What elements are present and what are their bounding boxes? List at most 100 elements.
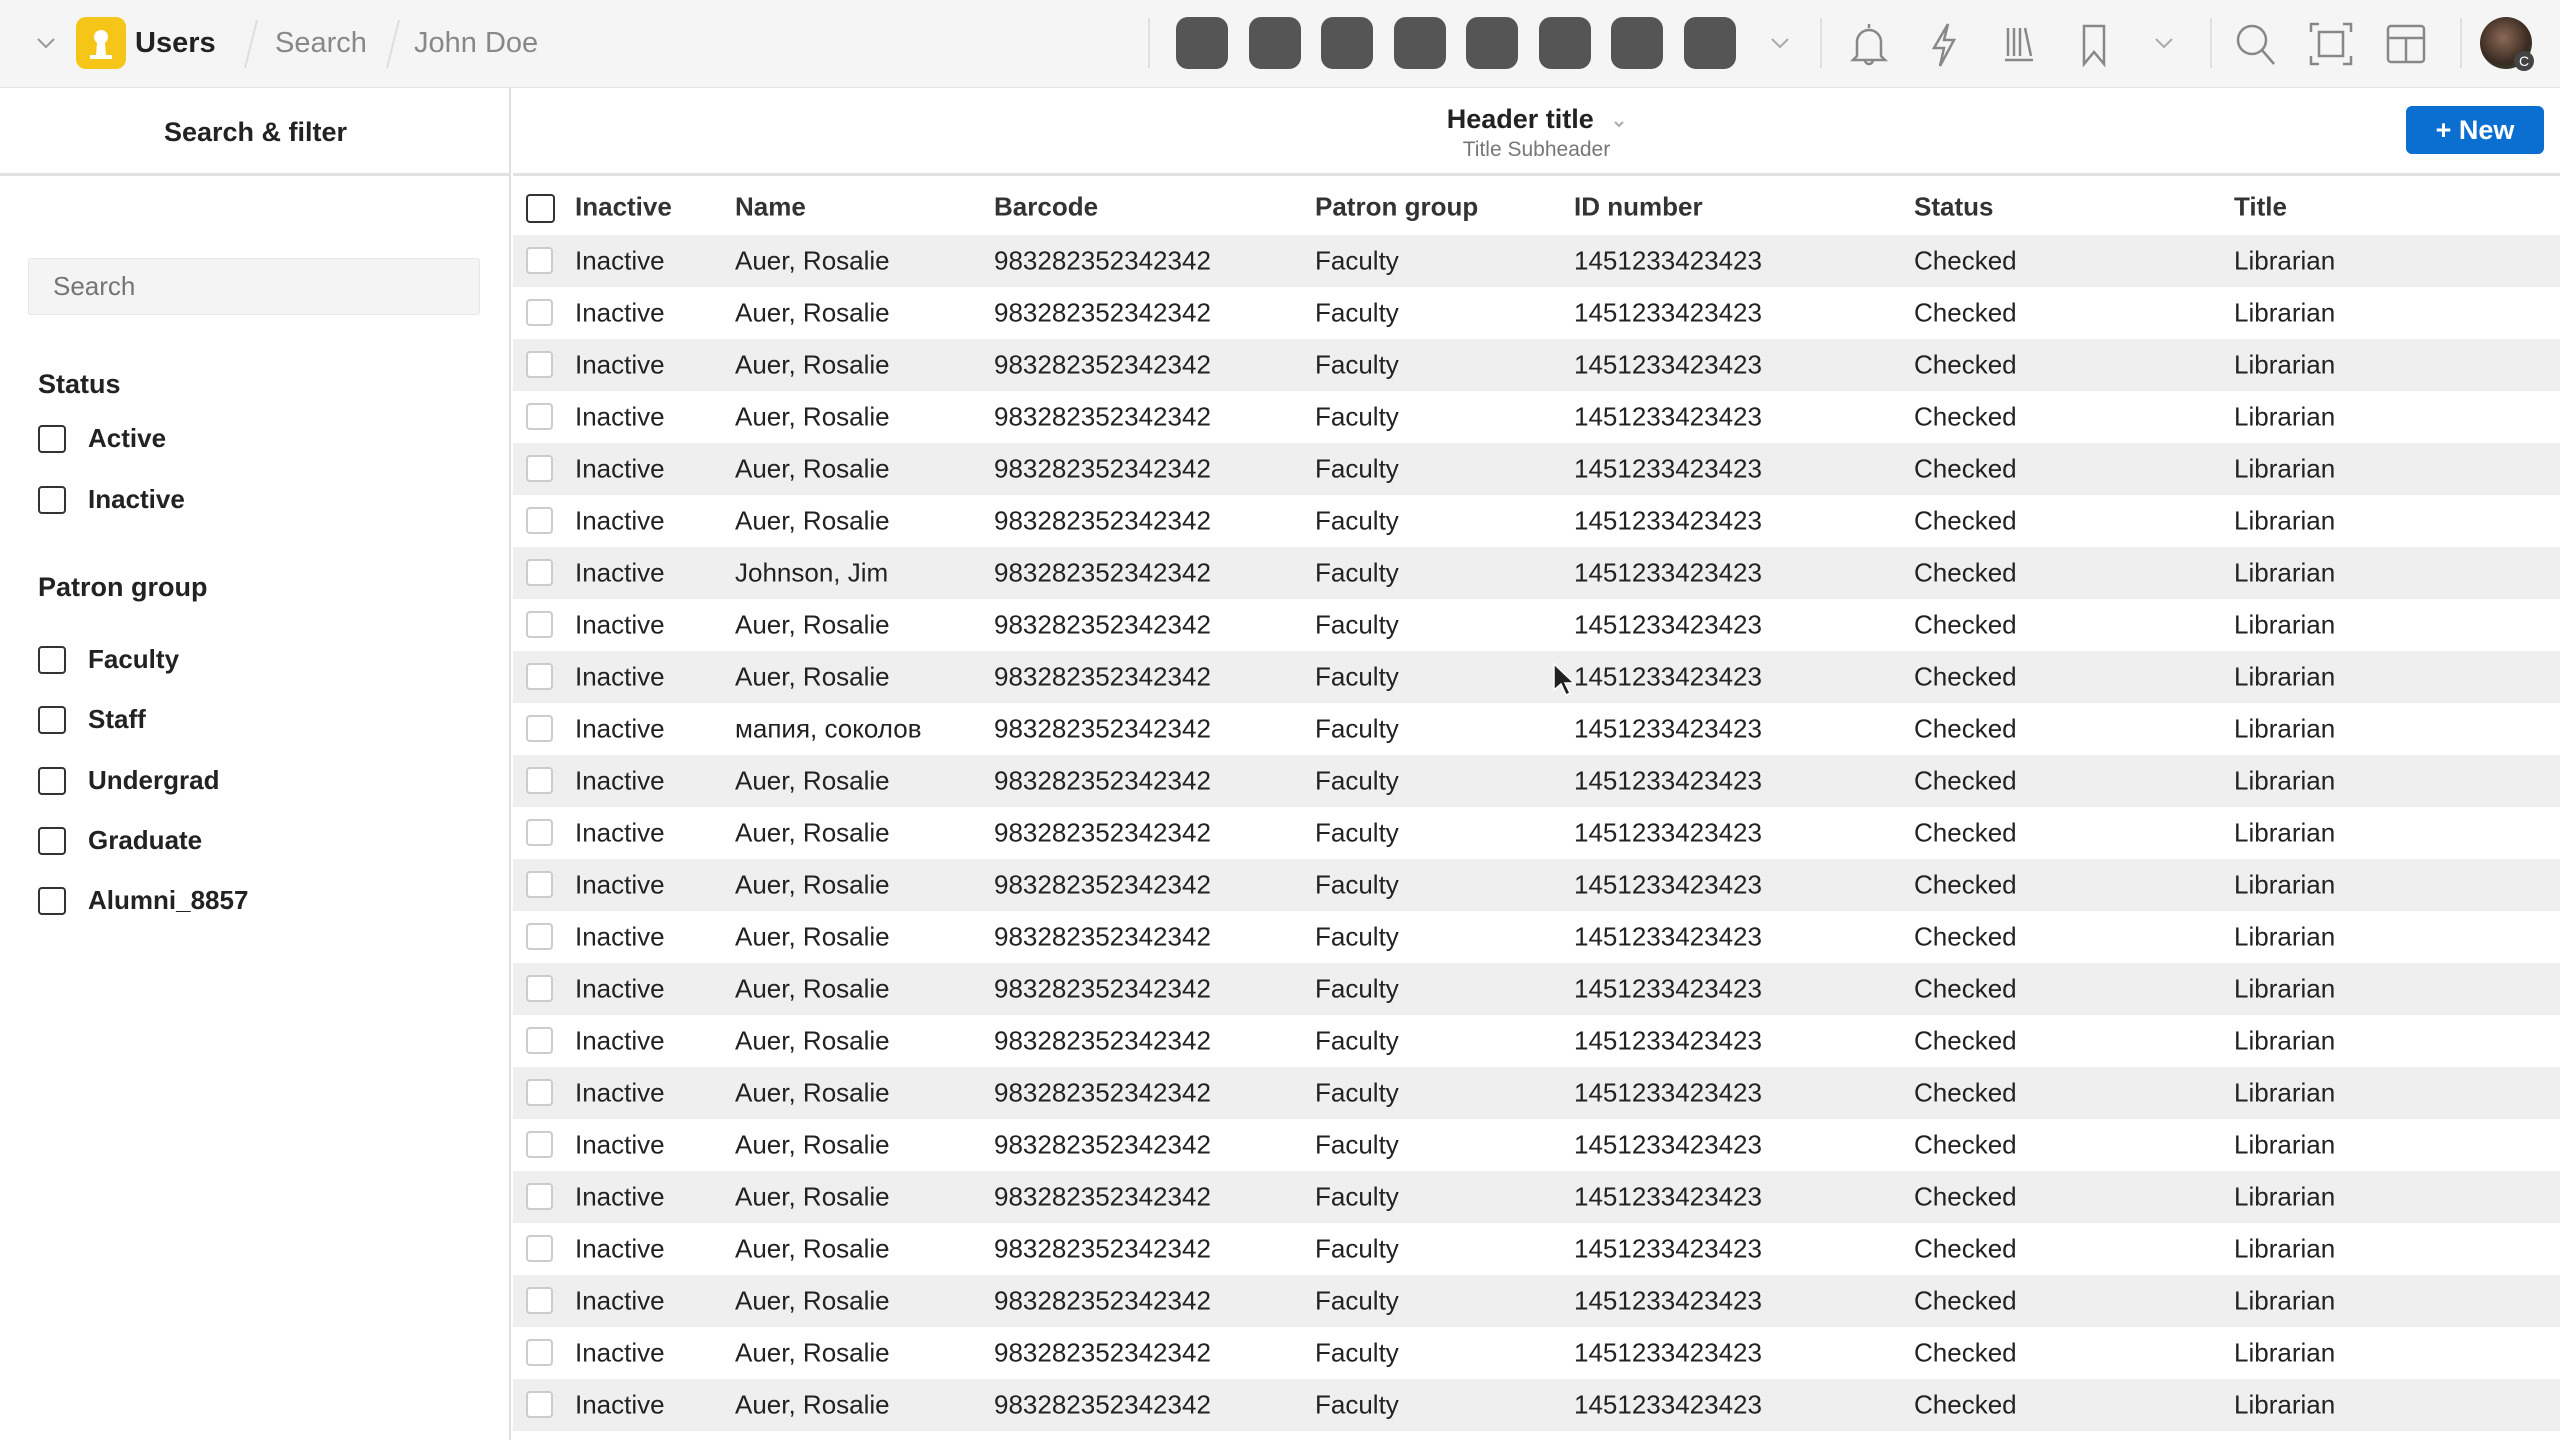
avatar[interactable]: C — [2480, 17, 2534, 71]
row-checkbox[interactable] — [526, 1027, 553, 1054]
app-launcher-button[interactable] — [1538, 17, 1591, 69]
table-row[interactable]: Inactive Auer, Rosalie 983282352342342 Facu… — [513, 859, 2560, 911]
row-checkbox[interactable] — [526, 767, 553, 794]
chevron-down-icon[interactable] — [36, 36, 56, 50]
app-launcher-button[interactable] — [1683, 17, 1736, 69]
bell-icon[interactable] — [1845, 20, 1893, 68]
row-checkbox[interactable] — [526, 819, 553, 846]
cell-status: Checked — [1914, 973, 2017, 1004]
row-checkbox[interactable] — [526, 1339, 553, 1366]
table-row[interactable]: Inactive Auer, Rosalie 983282352342342 Facu… — [513, 495, 2560, 547]
new-button[interactable]: + New — [2406, 106, 2544, 154]
app-name[interactable]: Users — [135, 27, 216, 59]
chevron-down-icon[interactable] — [2154, 36, 2174, 50]
table-row[interactable]: Inactive Auer, Rosalie 983282352342342 Facu… — [513, 911, 2560, 963]
checkbox[interactable] — [38, 826, 66, 855]
table-row[interactable]: Inactive мапия, соколов 983282352342342 Fac… — [513, 703, 2560, 755]
table-row[interactable]: Inactive Auer, Rosalie 983282352342342 Facu… — [513, 963, 2560, 1015]
app-launcher-button[interactable] — [1248, 17, 1301, 69]
table-row[interactable]: Inactive Auer, Rosalie 983282352342342 Facu… — [513, 287, 2560, 339]
table-row[interactable]: Inactive Auer, Rosalie 983282352342342 Facu… — [513, 807, 2560, 859]
row-checkbox[interactable] — [526, 1391, 553, 1418]
table-row[interactable]: Inactive Auer, Rosalie 983282352342342 Facu… — [513, 1379, 2560, 1431]
cell-title: Librarian — [2234, 401, 2336, 432]
cell-inactive: Inactive — [575, 401, 665, 432]
table-row[interactable]: Inactive Auer, Rosalie 983282352342342 Facu… — [513, 235, 2560, 287]
table-row[interactable]: Inactive Auer, Rosalie 983282352342342 Facu… — [513, 651, 2560, 703]
row-checkbox[interactable] — [526, 1079, 553, 1106]
table-row[interactable]: Inactive Auer, Rosalie 983282352342342 Facu… — [513, 443, 2560, 495]
table-row[interactable]: Inactive Auer, Rosalie 983282352342342 Facu… — [513, 599, 2560, 651]
column-header-inactive[interactable]: Inactive — [575, 191, 672, 222]
column-header-title[interactable]: Title — [2234, 191, 2287, 222]
caret-down-icon[interactable] — [1612, 119, 1626, 129]
users-app-icon[interactable] — [76, 17, 126, 69]
table-row[interactable]: Inactive Auer, Rosalie 983282352342342 Facu… — [513, 755, 2560, 807]
row-checkbox[interactable] — [526, 507, 553, 534]
library-icon[interactable] — [1995, 20, 2043, 68]
app-launcher-button[interactable] — [1176, 17, 1228, 69]
app-launcher-button[interactable] — [1321, 17, 1373, 69]
search-input[interactable] — [28, 258, 480, 315]
filter-option-graduate[interactable]: Graduate — [38, 825, 202, 856]
cell-patron-group: Faculty — [1315, 1077, 1399, 1108]
row-checkbox[interactable] — [526, 1287, 553, 1314]
column-header-name[interactable]: Name — [735, 191, 806, 222]
chevron-down-icon[interactable] — [1770, 36, 1790, 50]
filter-option-staff[interactable]: Staff — [38, 704, 146, 735]
column-header-id-number[interactable]: ID number — [1574, 191, 1703, 222]
row-checkbox[interactable] — [526, 1183, 553, 1210]
row-checkbox[interactable] — [526, 403, 553, 430]
breadcrumb-search[interactable]: Search — [275, 27, 367, 59]
column-header-patron-group[interactable]: Patron group — [1315, 191, 1479, 222]
filter-option-undergrad[interactable]: Undergrad — [38, 765, 219, 796]
table-row[interactable]: Inactive Auer, Rosalie 983282352342342 Facu… — [513, 1119, 2560, 1171]
row-checkbox[interactable] — [526, 455, 553, 482]
checkbox[interactable] — [38, 645, 66, 674]
table-row[interactable]: Inactive Auer, Rosalie 983282352342342 Facu… — [513, 1015, 2560, 1067]
column-header-barcode[interactable]: Barcode — [994, 191, 1099, 222]
column-header-status[interactable]: Status — [1914, 191, 1994, 222]
filter-option-inactive[interactable]: Inactive — [38, 484, 185, 515]
checkbox[interactable] — [38, 705, 66, 734]
row-checkbox[interactable] — [526, 351, 553, 378]
row-checkbox[interactable] — [526, 299, 553, 326]
filter-option-faculty[interactable]: Faculty — [38, 644, 179, 675]
checkbox[interactable] — [38, 886, 66, 915]
row-checkbox[interactable] — [526, 1235, 553, 1262]
row-checkbox[interactable] — [526, 559, 553, 586]
table-row[interactable]: Inactive Auer, Rosalie 983282352342342 Facu… — [513, 1327, 2560, 1379]
app-launcher-button[interactable] — [1393, 17, 1446, 69]
table-row[interactable]: Inactive Johnson, Jim 983282352342342 Facul… — [513, 547, 2560, 599]
table-row[interactable]: Inactive Auer, Rosalie 983282352342342 Facu… — [513, 1223, 2560, 1275]
row-checkbox[interactable] — [526, 975, 553, 1002]
checkbox[interactable] — [38, 424, 66, 453]
select-all-checkbox[interactable] — [526, 194, 555, 223]
app-launcher-button[interactable] — [1466, 17, 1518, 69]
row-checkbox[interactable] — [526, 715, 553, 742]
table-row[interactable]: Inactive Auer, Rosalie 983282352342342 Facu… — [513, 1067, 2560, 1119]
filter-option-active[interactable]: Active — [38, 423, 166, 454]
search-icon[interactable] — [2232, 20, 2280, 68]
cell-status: Checked — [1914, 921, 2017, 952]
row-checkbox[interactable] — [526, 923, 553, 950]
fullscreen-frame-icon[interactable] — [2307, 20, 2355, 68]
checkbox[interactable] — [38, 766, 66, 795]
table-row[interactable]: Inactive Auer, Rosalie 983282352342342 Facu… — [513, 1275, 2560, 1327]
filter-option-alumni_8857[interactable]: Alumni_8857 — [38, 885, 248, 916]
table-row[interactable]: Inactive Auer, Rosalie 983282352342342 Facu… — [513, 391, 2560, 443]
row-checkbox[interactable] — [526, 1131, 553, 1158]
row-checkbox[interactable] — [526, 611, 553, 638]
app-launcher-button[interactable] — [1611, 17, 1663, 69]
row-checkbox[interactable] — [526, 663, 553, 690]
table-row[interactable]: Inactive Auer, Rosalie 983282352342342 Facu… — [513, 339, 2560, 391]
table-row[interactable]: Inactive Auer, Rosalie 983282352342342 Facu… — [513, 1171, 2560, 1223]
bookmark-icon[interactable] — [2070, 20, 2118, 68]
bolt-icon[interactable] — [1920, 20, 1968, 68]
row-checkbox[interactable] — [526, 247, 553, 274]
layout-icon[interactable] — [2382, 20, 2430, 68]
header-title[interactable]: Header title — [1446, 104, 1594, 134]
row-checkbox[interactable] — [526, 871, 553, 898]
checkbox[interactable] — [38, 485, 66, 514]
breadcrumb-separator — [232, 20, 258, 68]
